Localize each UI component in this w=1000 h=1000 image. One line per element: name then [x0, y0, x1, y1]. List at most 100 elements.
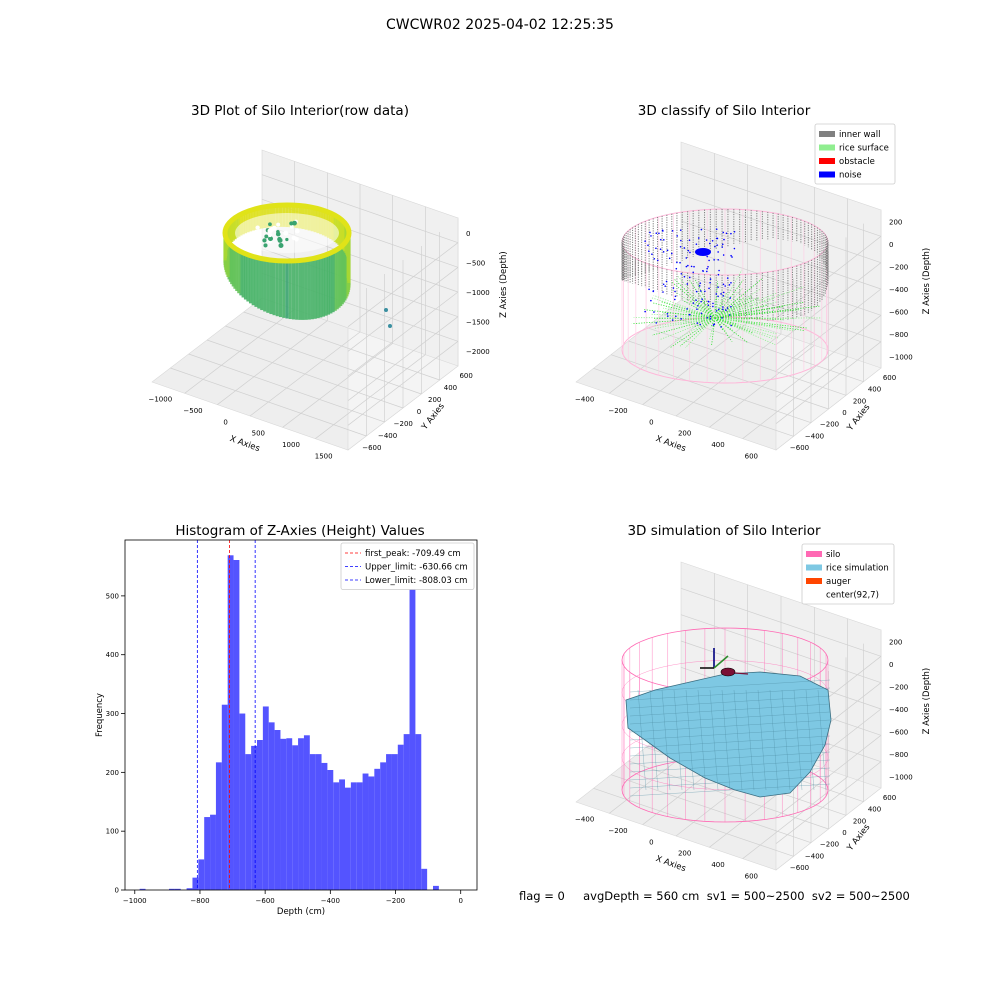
auger — [734, 672, 749, 675]
noise-point — [695, 243, 698, 245]
grid-line — [775, 236, 882, 319]
noise-point — [700, 300, 702, 303]
y-tick-label: 200 — [853, 817, 866, 825]
z-axis-label: Z Axies (Depth) — [499, 251, 509, 318]
surface-mesh — [745, 689, 755, 791]
plot4-legend-swatch — [806, 551, 822, 557]
z-tick-label: −200 — [889, 263, 908, 271]
plot2-legend-swatch — [819, 158, 835, 164]
rice-surface-point — [714, 306, 784, 319]
histogram-bar — [198, 859, 205, 890]
point — [277, 237, 283, 243]
rice-surface-point — [714, 298, 753, 319]
noise-point — [666, 312, 669, 315]
rice-surface-point — [713, 317, 716, 328]
histogram-bar — [280, 738, 287, 890]
z-tick-label: 0 — [889, 661, 893, 669]
point — [253, 243, 257, 248]
point — [271, 225, 277, 231]
plot3-histogram: −1000 −800 −600 −400 −200 0 0 100 200 300 400 500 De… — [95, 539, 478, 917]
y-tick-label: −400 — [805, 852, 824, 860]
z-axis-label: Z Axies (Depth) — [922, 668, 932, 735]
point — [262, 238, 267, 243]
noise-point — [717, 286, 719, 288]
x-tick-label: −200 — [608, 827, 627, 835]
noise-point — [650, 235, 652, 237]
z-tick-label: −400 — [889, 706, 908, 714]
rice-surface-point — [710, 317, 716, 328]
histogram-bar — [210, 814, 216, 890]
noise-point — [717, 295, 719, 298]
grid-line — [243, 311, 440, 381]
point — [275, 231, 281, 237]
noise-point — [705, 239, 708, 241]
surface-mesh — [661, 689, 671, 791]
noise-point — [659, 248, 662, 251]
noise-point — [687, 249, 690, 252]
x-tick-label: −500 — [183, 407, 202, 415]
plot2-legend-label: rice surface — [839, 144, 889, 154]
noise-point — [721, 243, 724, 246]
rice-surface-point — [714, 317, 748, 343]
z-tick-label: −600 — [889, 729, 908, 737]
histogram-bar — [339, 779, 345, 890]
histogram-bar — [262, 706, 269, 890]
noise-point — [730, 232, 732, 235]
plot4-legend-label: center(92,7) — [826, 591, 879, 601]
noise-point — [687, 264, 689, 267]
plot3-legend-label: first_peak: -709.49 cm — [365, 549, 461, 559]
noise-point — [699, 323, 702, 326]
noise-point — [668, 257, 671, 260]
rice-surface-point — [714, 293, 724, 319]
histogram-bar — [221, 704, 228, 890]
x-tick-label: 1000 — [282, 441, 300, 449]
noise-point — [693, 265, 695, 268]
noise-point — [662, 251, 665, 253]
y-tick-label: 0 — [115, 887, 119, 895]
rice-surface-point — [714, 281, 718, 319]
x-tick-label: 600 — [745, 452, 758, 460]
y-tick-label: −600 — [362, 444, 381, 452]
noise-point — [730, 281, 732, 284]
grid-line — [680, 588, 882, 657]
surface-mesh — [629, 735, 831, 749]
plot4-legend-label: auger — [826, 577, 851, 587]
point — [285, 237, 289, 242]
y-tick-label: 500 — [106, 592, 119, 600]
noise-point — [650, 299, 652, 302]
noise-point — [729, 297, 732, 299]
x-tick-label: −200 — [608, 407, 627, 415]
rice-surface-point — [651, 317, 716, 336]
rice-surface-point — [653, 302, 716, 319]
noise-point — [692, 302, 695, 304]
noise-point — [659, 238, 662, 241]
histogram-bar — [409, 558, 416, 890]
noise-point — [707, 300, 710, 303]
noise-point — [715, 293, 718, 295]
outlier-point — [388, 324, 392, 328]
noise-point — [676, 261, 678, 264]
histogram-bar — [333, 782, 340, 890]
x-tick-label: −800 — [190, 897, 209, 905]
noise-point — [674, 295, 677, 298]
surface-mesh — [629, 767, 831, 781]
x-tick-label: 500 — [252, 430, 265, 438]
plot3-title: Histogram of Z-Axies (Height) Values — [175, 523, 425, 539]
noise-point — [697, 304, 699, 307]
noise-point — [695, 290, 698, 293]
rice-surface-point — [714, 296, 753, 319]
noise-point — [726, 307, 729, 309]
point — [267, 228, 273, 234]
noise-point — [708, 242, 711, 245]
rice-surface-point — [682, 300, 716, 319]
surface-mesh — [721, 689, 731, 791]
noise-point — [644, 310, 646, 313]
z-tick-label: −200 — [889, 683, 908, 691]
noise-point — [671, 230, 674, 232]
rice-surface-point — [714, 305, 752, 319]
z-tick-label: 200 — [889, 638, 902, 646]
plot3-legend-label: Upper_limit: -630.66 cm — [365, 563, 468, 573]
noise-point — [701, 298, 703, 300]
histogram-bar — [397, 744, 404, 890]
z-tick-label: 0 — [466, 230, 470, 238]
